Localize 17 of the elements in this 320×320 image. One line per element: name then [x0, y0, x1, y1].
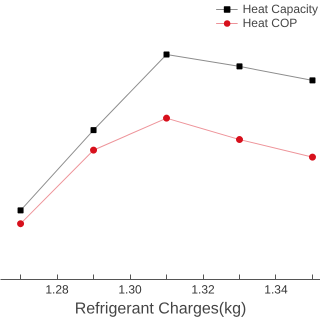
point — [236, 63, 242, 70]
x-tick-label: 1.34 — [264, 282, 288, 296]
point — [308, 154, 316, 161]
point — [309, 77, 316, 84]
point — [90, 127, 97, 134]
x-tick-label: 1.28 — [45, 282, 70, 296]
point — [236, 136, 243, 144]
point — [90, 146, 98, 154]
point — [163, 114, 170, 122]
x-axis-title: Refrigerant Charges(kg) — [74, 300, 246, 318]
point — [17, 220, 24, 228]
legend-label: Heat Capacity — [242, 2, 318, 16]
x-tick-label: 1.30 — [118, 282, 142, 296]
x-tick-label: 1.32 — [191, 282, 216, 296]
point — [18, 207, 24, 214]
point — [164, 52, 170, 58]
legend-label: Heat COP — [242, 16, 298, 30]
